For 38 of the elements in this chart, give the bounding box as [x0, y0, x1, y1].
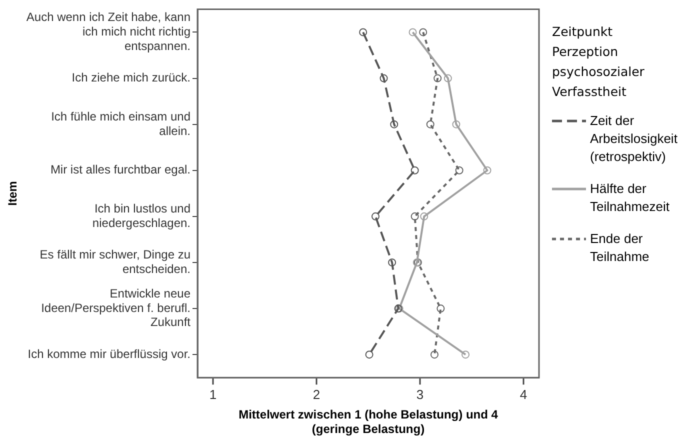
point: [410, 212, 419, 220]
y-tick-label: Ich komme mir überflüssig vor.: [28, 346, 191, 361]
point: [410, 166, 419, 174]
y-axis-title: Item: [6, 181, 20, 206]
point: [408, 28, 417, 36]
y-tick-label: Ich ziehe mich zurück.: [72, 70, 191, 85]
x-tick-label: 2: [312, 386, 320, 402]
point: [371, 212, 380, 220]
point: [365, 350, 374, 359]
x-tick-label: 1: [209, 386, 217, 402]
point: [462, 350, 470, 359]
point: [426, 120, 434, 128]
point: [434, 74, 442, 82]
point: [455, 166, 464, 174]
x-axis-title: Mittelwert zwischen 1 (hohe Belastung) und 4 (geringe Belastung): [238, 408, 498, 436]
y-tick-label: Ich fühle mich einsam und allein.: [51, 109, 191, 138]
y-tick-label: Mir ist alles furchtbar egal.: [50, 162, 191, 177]
point: [419, 28, 428, 36]
legend-title: Zeitpunkt Perzeption psychosozialer Verfasstheit: [552, 23, 646, 101]
point: [483, 166, 492, 174]
y-tick-label: Es fällt mir schwer, Dinge zu entscheiden.: [40, 248, 191, 276]
legend-label: Ende der Teilnahme: [590, 230, 650, 266]
point: [420, 212, 428, 220]
y-tick-label: Entwickle neue Ideen/Perspektiven f. berufl. Zukunft: [41, 286, 192, 330]
point: [430, 350, 438, 359]
point: [390, 120, 398, 128]
point: [380, 74, 388, 82]
point: [444, 74, 452, 82]
y-tick-label: Ich bin lustlos und niedergeschlagen.: [92, 202, 191, 230]
legend-label: Hälfte der Teilnahmezeit: [590, 180, 670, 216]
legend-label: Zeit der Arbeitslosigkeit (retrospektiv): [590, 112, 678, 166]
point: [452, 120, 460, 128]
point: [359, 28, 368, 36]
point: [436, 304, 445, 313]
x-tick-label: 3: [416, 386, 424, 402]
x-tick-label: 4: [520, 386, 528, 402]
point: [388, 258, 396, 266]
y-tick-label: Auch wenn ich Zeit habe, kann ich mich nicht richtig entspannen.: [26, 10, 191, 53]
